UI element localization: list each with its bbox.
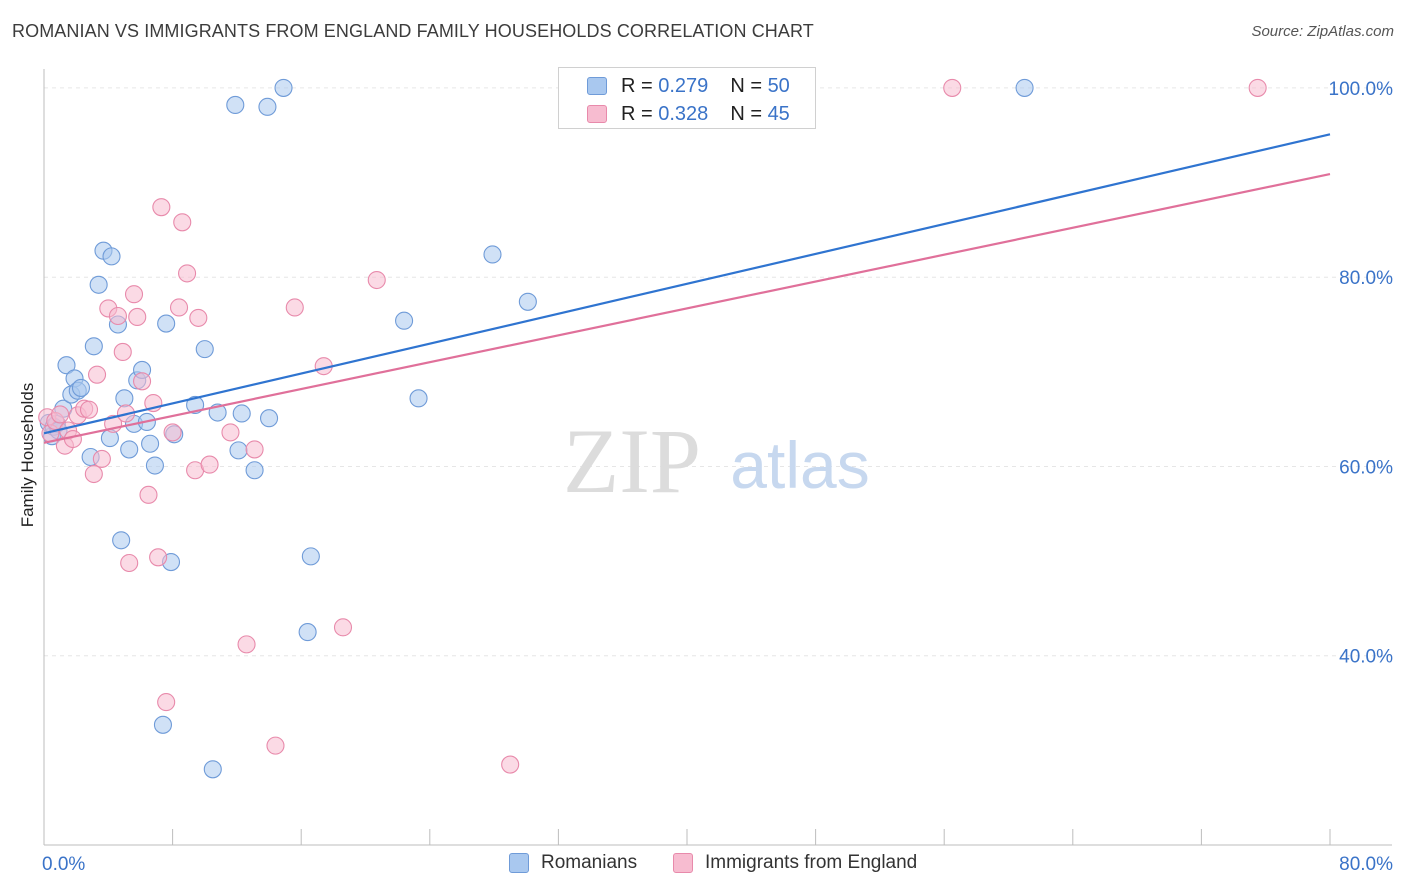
legend-r-label: R = [621, 74, 653, 97]
x-tick-label: 80.0% [1339, 854, 1393, 875]
point-england [333, 618, 353, 637]
point-england [285, 298, 304, 317]
point-england [1248, 78, 1267, 97]
point-romanians [232, 404, 251, 423]
point-romanians [102, 247, 121, 266]
point-romanians [298, 623, 317, 642]
point-romanians [483, 245, 502, 264]
point-romanians [229, 441, 248, 460]
point-england [124, 285, 144, 304]
watermark-atlas: atlas [730, 428, 869, 502]
point-romanians [258, 97, 277, 116]
legend-swatch-romanians [509, 853, 529, 873]
legend-row-england: R = 0.328 N = 45 [559, 99, 815, 129]
point-romanians [145, 456, 164, 475]
legend-row-romanians: R = 0.279 N = 50 [559, 71, 815, 101]
point-romanians [84, 337, 103, 356]
point-romanians [157, 314, 176, 333]
point-romanians [153, 715, 173, 734]
stats-legend: R = 0.279 N = 50 R = 0.328 N = 45 [558, 67, 816, 129]
data-points [38, 78, 1267, 779]
point-england [84, 464, 103, 484]
point-england [139, 485, 158, 504]
point-england [128, 307, 147, 326]
legend-item-romanians[interactable]: Romanians [509, 852, 637, 874]
point-romanians [195, 340, 214, 359]
point-romanians [186, 395, 205, 415]
point-romanians [1015, 78, 1034, 97]
point-england [200, 455, 219, 474]
legend-n-label: N = [730, 102, 762, 125]
point-england [189, 308, 208, 327]
point-england [245, 440, 264, 459]
y-tick-label: 60.0% [1339, 457, 1393, 478]
point-england [157, 693, 176, 712]
point-england [133, 372, 152, 391]
y-tick-label: 100.0% [1329, 79, 1394, 100]
point-england [149, 548, 168, 567]
point-england [266, 736, 285, 755]
point-romanians [245, 461, 264, 480]
point-england [92, 449, 111, 468]
point-england [237, 635, 256, 654]
legend-swatch-england [673, 853, 693, 873]
point-romanians [89, 275, 108, 294]
y-tick-label: 80.0% [1339, 268, 1393, 289]
gridlines [44, 87, 1392, 657]
trend-line-romanians [43, 133, 1331, 435]
point-romanians [203, 760, 222, 779]
point-england [178, 264, 197, 283]
legend-swatch-romanians [587, 77, 607, 95]
legend-label-romanians: Romanians [541, 852, 638, 873]
point-romanians [409, 389, 428, 408]
point-england [173, 213, 192, 232]
source-label: Source: ZipAtlas.com [1251, 23, 1394, 40]
point-romanians [112, 531, 131, 550]
point-romanians [115, 389, 134, 408]
point-england [87, 365, 107, 384]
legend-n-value-england: 45 [767, 102, 790, 125]
point-england [120, 553, 139, 573]
legend-item-england[interactable]: Immigrants from England [673, 852, 917, 874]
point-romanians [71, 378, 91, 397]
trend-lines [43, 133, 1331, 444]
legend-n-value-romanians: 50 [767, 74, 790, 97]
point-england [501, 755, 520, 774]
legend-n-label: N = [730, 74, 762, 97]
point-romanians [57, 356, 76, 375]
axes [43, 69, 1392, 846]
point-england [367, 270, 386, 290]
series-legend: Romanians Immigrants from England [0, 852, 1406, 876]
point-romanians [141, 434, 160, 453]
point-romanians [518, 292, 537, 311]
point-england [163, 423, 182, 442]
legend-r-value-romanians: 0.279 [658, 74, 709, 97]
point-romanians [259, 409, 279, 428]
point-england [169, 298, 189, 317]
point-romanians [274, 78, 293, 97]
point-england [79, 400, 99, 419]
point-england [943, 78, 962, 97]
point-england [113, 342, 132, 362]
point-romanians [120, 440, 139, 459]
point-romanians [301, 547, 320, 566]
trend-line-england [43, 172, 1331, 444]
point-england [221, 423, 240, 442]
x-tick-label: 0.0% [42, 854, 85, 875]
chart-title: ROMANIAN VS IMMIGRANTS FROM ENGLAND FAMI… [12, 21, 814, 41]
point-england [152, 198, 171, 217]
point-england [108, 306, 127, 326]
legend-label-england: Immigrants from England [705, 852, 918, 873]
legend-r-value-england: 0.328 [658, 102, 709, 125]
watermark: ZIP atlas [563, 410, 870, 512]
legend-r-label: R = [621, 102, 653, 125]
legend-swatch-england [587, 105, 607, 123]
watermark-zip: ZIP [563, 410, 701, 512]
point-romanians [395, 311, 414, 330]
point-romanians [226, 95, 245, 115]
tick-labels: 40.0% 60.0% 80.0% 100.0% 0.0% 80.0% [42, 79, 1393, 875]
point-england [51, 405, 70, 424]
y-tick-label: 40.0% [1339, 647, 1393, 668]
